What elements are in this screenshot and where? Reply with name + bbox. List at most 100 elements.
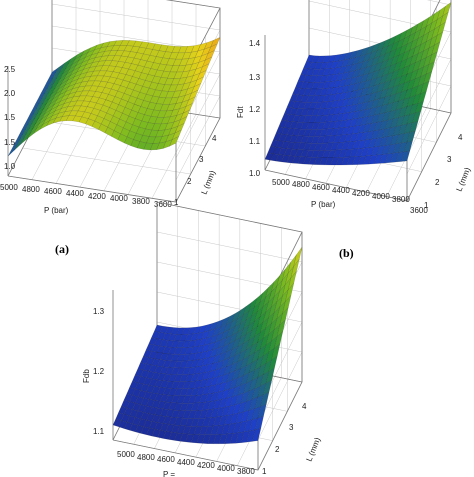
a-xtick-3: 4400 bbox=[66, 189, 84, 198]
a-xtick-5: 4000 bbox=[110, 194, 128, 203]
b-ztick-3: 1.3 bbox=[249, 73, 261, 82]
b-ztick-4: 1.4 bbox=[249, 39, 261, 48]
b-xtick-2: 4600 bbox=[312, 183, 330, 192]
c-xtick-3: 4400 bbox=[177, 458, 195, 467]
surface-patch bbox=[254, 416, 264, 431]
c-ytick-2: 3 bbox=[289, 423, 294, 432]
c-ytick-1: 2 bbox=[275, 445, 280, 454]
surface-patch bbox=[191, 83, 202, 94]
surface-patch bbox=[188, 89, 199, 101]
a-ztick-1: 1.5 bbox=[4, 138, 16, 147]
b-ztick-0: 1.0 bbox=[249, 169, 261, 178]
b-ztick-1: 1.1 bbox=[249, 137, 261, 146]
b-ztick-2: 1.2 bbox=[249, 105, 261, 114]
surface-patch bbox=[404, 140, 413, 153]
b-xtick-0: 5000 bbox=[272, 178, 290, 187]
surface-patch bbox=[415, 101, 424, 114]
gridline-floor-x bbox=[151, 114, 197, 199]
surface-patch bbox=[439, 11, 449, 26]
surface-patch bbox=[412, 111, 422, 123]
surface-patch bbox=[409, 121, 419, 133]
a-xtick-2: 4600 bbox=[44, 187, 62, 196]
surface-patch bbox=[293, 246, 303, 267]
a-ytick-0: 1 bbox=[174, 198, 179, 207]
b-xtick-3: 4400 bbox=[332, 186, 350, 195]
surface-patch bbox=[426, 61, 435, 75]
a-panel-label: (a) bbox=[55, 242, 69, 256]
c-xtick-4: 4200 bbox=[197, 461, 215, 470]
a-ztick-2: 1.5 bbox=[4, 113, 16, 122]
b-panel-label: (b) bbox=[339, 246, 354, 260]
surface-plot-b: 1.0 1.1 1.2 1.3 1.4 Fdt 5000 4800 4600 4… bbox=[236, 0, 472, 260]
surface-patch bbox=[428, 51, 438, 65]
c-zlabel: Fdb bbox=[82, 369, 91, 383]
b-zlabel: Fdt bbox=[236, 106, 245, 118]
surface-patch bbox=[290, 258, 300, 279]
b-xtick-6: 3800 bbox=[392, 195, 410, 204]
surface-patch bbox=[401, 150, 411, 162]
a-ztick-4: 2.5 bbox=[4, 65, 16, 74]
c-ytick-3: 4 bbox=[302, 402, 307, 411]
a-ytick-3: 4 bbox=[212, 134, 217, 143]
a-xtick-6: 3800 bbox=[132, 197, 150, 206]
surface-patch bbox=[406, 130, 416, 143]
surface-patch bbox=[185, 96, 196, 107]
surface-patch bbox=[420, 81, 430, 94]
surface-patch bbox=[288, 271, 297, 290]
surface-patch bbox=[271, 343, 281, 361]
surface-patch bbox=[182, 103, 193, 114]
surface-patch bbox=[423, 71, 433, 85]
a-ylabel: L (mm) bbox=[200, 169, 218, 196]
surface-patch bbox=[434, 31, 444, 46]
surface-patch bbox=[252, 428, 262, 442]
surface-patch bbox=[177, 116, 188, 127]
surface-patch bbox=[265, 367, 275, 384]
surface-patch bbox=[282, 294, 292, 314]
c-xtick-5: 4000 bbox=[217, 464, 235, 473]
surface-patch bbox=[417, 91, 427, 104]
surface-patch bbox=[442, 1, 452, 17]
c-xtick-1: 4800 bbox=[137, 453, 155, 462]
c-xtick-6: 3800 bbox=[237, 467, 255, 476]
a-xtick-1: 4800 bbox=[22, 185, 40, 194]
a-xtick-0: 5000 bbox=[0, 183, 18, 192]
c-xtick-0: 5000 bbox=[117, 450, 135, 459]
surface-patch bbox=[204, 50, 215, 61]
b-xlabel: P (bar) bbox=[311, 200, 336, 209]
surface-patch bbox=[431, 41, 441, 56]
a-xlabel: P (bar) bbox=[44, 206, 69, 215]
surface-patch bbox=[180, 109, 191, 121]
surface-plot-c: 1.1 1.2 1.3 Fdb 5000 4800 4600 4400 4200… bbox=[82, 201, 323, 477]
surface-patch bbox=[196, 70, 207, 81]
c-xlabel: P = bbox=[163, 470, 175, 477]
c-ztick-2: 1.3 bbox=[93, 307, 105, 316]
surface-patch bbox=[210, 36, 221, 48]
surface-patch bbox=[437, 21, 446, 36]
a-ztick-3: 2.0 bbox=[4, 89, 16, 98]
a-xtick-4: 4200 bbox=[88, 192, 106, 201]
b-ylabel: L (mm) bbox=[455, 166, 473, 193]
b-ytick-0: 1 bbox=[424, 201, 429, 210]
surface-plot-a: 1.0 1.5 1.5 2.0 2.5 5000 4800 4600 4400 … bbox=[0, 0, 221, 256]
b-xtick-7: 3600 bbox=[410, 206, 428, 215]
surface-patch bbox=[276, 319, 286, 337]
a-ytick-2: 3 bbox=[199, 155, 204, 164]
a-ytick-1: 2 bbox=[187, 177, 192, 186]
b-ytick-1: 2 bbox=[435, 178, 440, 187]
b-ytick-3: 4 bbox=[458, 133, 463, 142]
b-xtick-5: 4000 bbox=[372, 192, 390, 201]
gridline-floor-y bbox=[22, 147, 191, 175]
a-ztick-0: 1.0 bbox=[4, 162, 16, 171]
b-ytick-2: 3 bbox=[447, 155, 452, 164]
surface-patch bbox=[199, 63, 210, 74]
surface-patch bbox=[193, 76, 204, 87]
surface-patch bbox=[169, 136, 180, 147]
b-xtick-1: 4800 bbox=[292, 180, 310, 189]
c-ylabel: L (mm) bbox=[305, 436, 323, 463]
c-ztick-0: 1.1 bbox=[93, 427, 105, 436]
c-ztick-1: 1.2 bbox=[93, 367, 105, 376]
surface-patch bbox=[207, 43, 218, 54]
c-ytick-0: 1 bbox=[262, 467, 267, 476]
a-xtick-7: 3600 bbox=[154, 200, 172, 209]
